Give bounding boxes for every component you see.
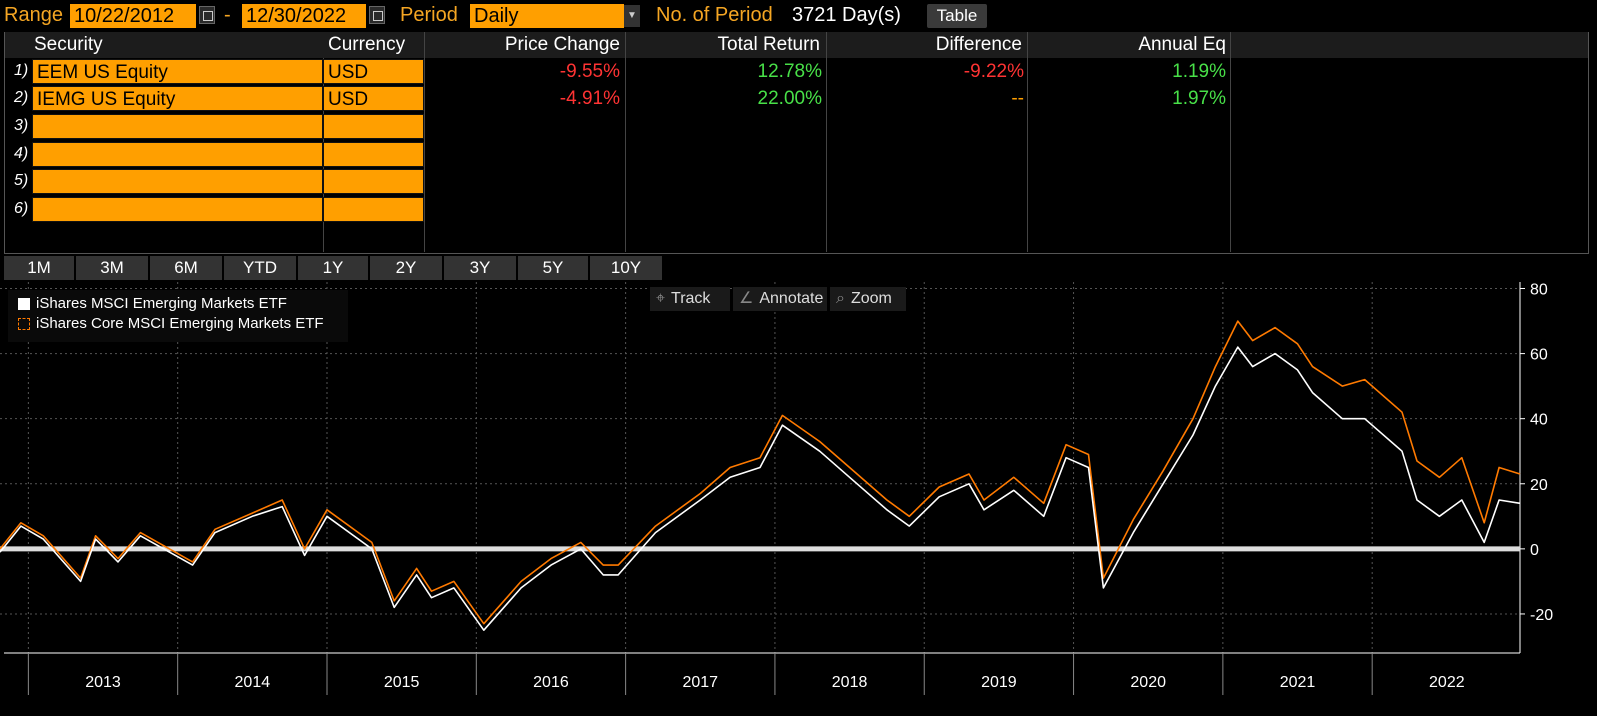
table-button[interactable]: Table bbox=[927, 4, 987, 28]
currency-field[interactable] bbox=[323, 197, 424, 222]
crosshair-icon: ⌖ bbox=[656, 290, 666, 307]
legend-swatch bbox=[18, 298, 30, 310]
tab-ytd[interactable]: YTD bbox=[224, 256, 296, 280]
x-tick-label: 2017 bbox=[682, 674, 718, 691]
legend-label: iShares MSCI Emerging Markets ETF bbox=[36, 295, 287, 312]
chart-legend: iShares MSCI Emerging Markets ETF iShare… bbox=[8, 290, 348, 342]
col-header-annual-eq[interactable]: Annual Eq bbox=[1138, 34, 1226, 55]
difference-value: -9.22% bbox=[963, 61, 1024, 82]
col-divider bbox=[1230, 32, 1231, 252]
col-header-price-change[interactable]: Price Change bbox=[504, 34, 620, 55]
chevron-down-icon[interactable]: ▼ bbox=[624, 5, 640, 27]
security-field[interactable] bbox=[32, 114, 323, 139]
range-label: Range bbox=[4, 4, 63, 26]
difference-value: -- bbox=[1011, 88, 1024, 109]
zoom-button[interactable]: ⌕ Zoom bbox=[830, 287, 906, 311]
x-tick-label: 2019 bbox=[981, 674, 1017, 691]
pencil-icon: ∠ bbox=[739, 290, 754, 307]
top-bar: Range 10/22/2012 - 12/30/2022 Period Dai… bbox=[0, 0, 1597, 32]
period-label: Period bbox=[400, 4, 458, 26]
tab-1m[interactable]: 1M bbox=[4, 256, 74, 280]
x-tick-label: 2020 bbox=[1130, 674, 1166, 691]
range-end-field[interactable]: 12/30/2022 bbox=[242, 4, 366, 28]
x-tick-label: 2022 bbox=[1429, 674, 1465, 691]
tab-5y[interactable]: 5Y bbox=[518, 256, 588, 280]
x-tick-label: 2015 bbox=[384, 674, 420, 691]
x-tick-label: 2018 bbox=[832, 674, 868, 691]
range-end-calendar-icon[interactable] bbox=[369, 6, 385, 24]
legend-label: iShares Core MSCI Emerging Markets ETF bbox=[36, 315, 324, 332]
annual-eq-value: 1.19% bbox=[1172, 61, 1226, 82]
x-tick-label: 2014 bbox=[235, 674, 271, 691]
y-tick-label: 40 bbox=[1530, 412, 1548, 429]
total-return-value: 22.00% bbox=[757, 88, 822, 109]
period-select[interactable]: Daily bbox=[470, 4, 624, 28]
security-field[interactable] bbox=[32, 197, 323, 222]
security-field[interactable]: IEMG US Equity bbox=[32, 86, 323, 111]
y-tick-label: 20 bbox=[1530, 477, 1548, 494]
period-tabs: 1M 3M 6M YTD 1Y 2Y 3Y 5Y 10Y bbox=[4, 256, 664, 280]
col-divider bbox=[625, 32, 626, 252]
x-tick-label: 2013 bbox=[85, 674, 121, 691]
col-header-total-return[interactable]: Total Return bbox=[717, 34, 820, 55]
num-period-label: No. of Period bbox=[656, 4, 773, 26]
currency-field[interactable] bbox=[323, 114, 424, 139]
tab-1y[interactable]: 1Y bbox=[298, 256, 368, 280]
security-field[interactable] bbox=[32, 142, 323, 167]
row-number: 4) bbox=[14, 145, 29, 162]
annual-eq-value: 1.97% bbox=[1172, 88, 1226, 109]
track-button[interactable]: ⌖ Track bbox=[650, 287, 730, 311]
annotate-button[interactable]: ∠ Annotate bbox=[733, 287, 827, 311]
performance-chart[interactable]: -20 0 20 40 60 80 2013 2014 2015 2016 2017 2018 2019… bbox=[0, 282, 1597, 716]
col-divider bbox=[424, 32, 425, 252]
col-divider bbox=[1027, 32, 1028, 252]
range-separator: - bbox=[224, 4, 231, 26]
series-line-1 bbox=[0, 346, 1521, 632]
currency-field[interactable] bbox=[323, 169, 424, 194]
tab-6m[interactable]: 6M bbox=[150, 256, 222, 280]
x-tick-label: 2021 bbox=[1280, 674, 1316, 691]
legend-swatch bbox=[18, 318, 30, 330]
series-line-2 bbox=[0, 320, 1521, 625]
currency-field[interactable]: USD bbox=[323, 59, 424, 84]
currency-field[interactable]: USD bbox=[323, 86, 424, 111]
price-change-value: -4.91% bbox=[559, 88, 620, 109]
range-start-field[interactable]: 10/22/2012 bbox=[70, 4, 196, 28]
y-tick-label: 80 bbox=[1530, 282, 1548, 299]
tab-3y[interactable]: 3Y bbox=[444, 256, 516, 280]
tab-3m[interactable]: 3M bbox=[76, 256, 148, 280]
search-icon: ⌕ bbox=[836, 290, 845, 307]
security-field[interactable] bbox=[32, 169, 323, 194]
row-number: 6) bbox=[14, 200, 29, 217]
row-number: 1) bbox=[14, 62, 29, 79]
row-number: 2) bbox=[14, 89, 29, 106]
row-number: 5) bbox=[14, 172, 29, 189]
currency-field[interactable] bbox=[323, 142, 424, 167]
y-tick-label: 60 bbox=[1530, 347, 1548, 364]
security-field[interactable]: EEM US Equity bbox=[32, 59, 323, 84]
x-tick-label: 2016 bbox=[533, 674, 569, 691]
col-divider bbox=[826, 32, 827, 252]
col-header-security[interactable]: Security bbox=[34, 34, 103, 55]
table-header bbox=[5, 32, 1588, 58]
num-period-value: 3721 Day(s) bbox=[792, 4, 901, 26]
row-number: 3) bbox=[14, 117, 29, 134]
range-start-calendar-icon[interactable] bbox=[199, 6, 215, 24]
y-tick-label: 0 bbox=[1530, 542, 1539, 559]
y-tick-label: -20 bbox=[1530, 607, 1553, 624]
col-header-currency[interactable]: Currency bbox=[328, 34, 406, 55]
col-header-difference[interactable]: Difference bbox=[935, 34, 1022, 55]
tab-10y[interactable]: 10Y bbox=[590, 256, 662, 280]
total-return-value: 12.78% bbox=[757, 61, 822, 82]
tab-2y[interactable]: 2Y bbox=[370, 256, 442, 280]
price-change-value: -9.55% bbox=[559, 61, 620, 82]
